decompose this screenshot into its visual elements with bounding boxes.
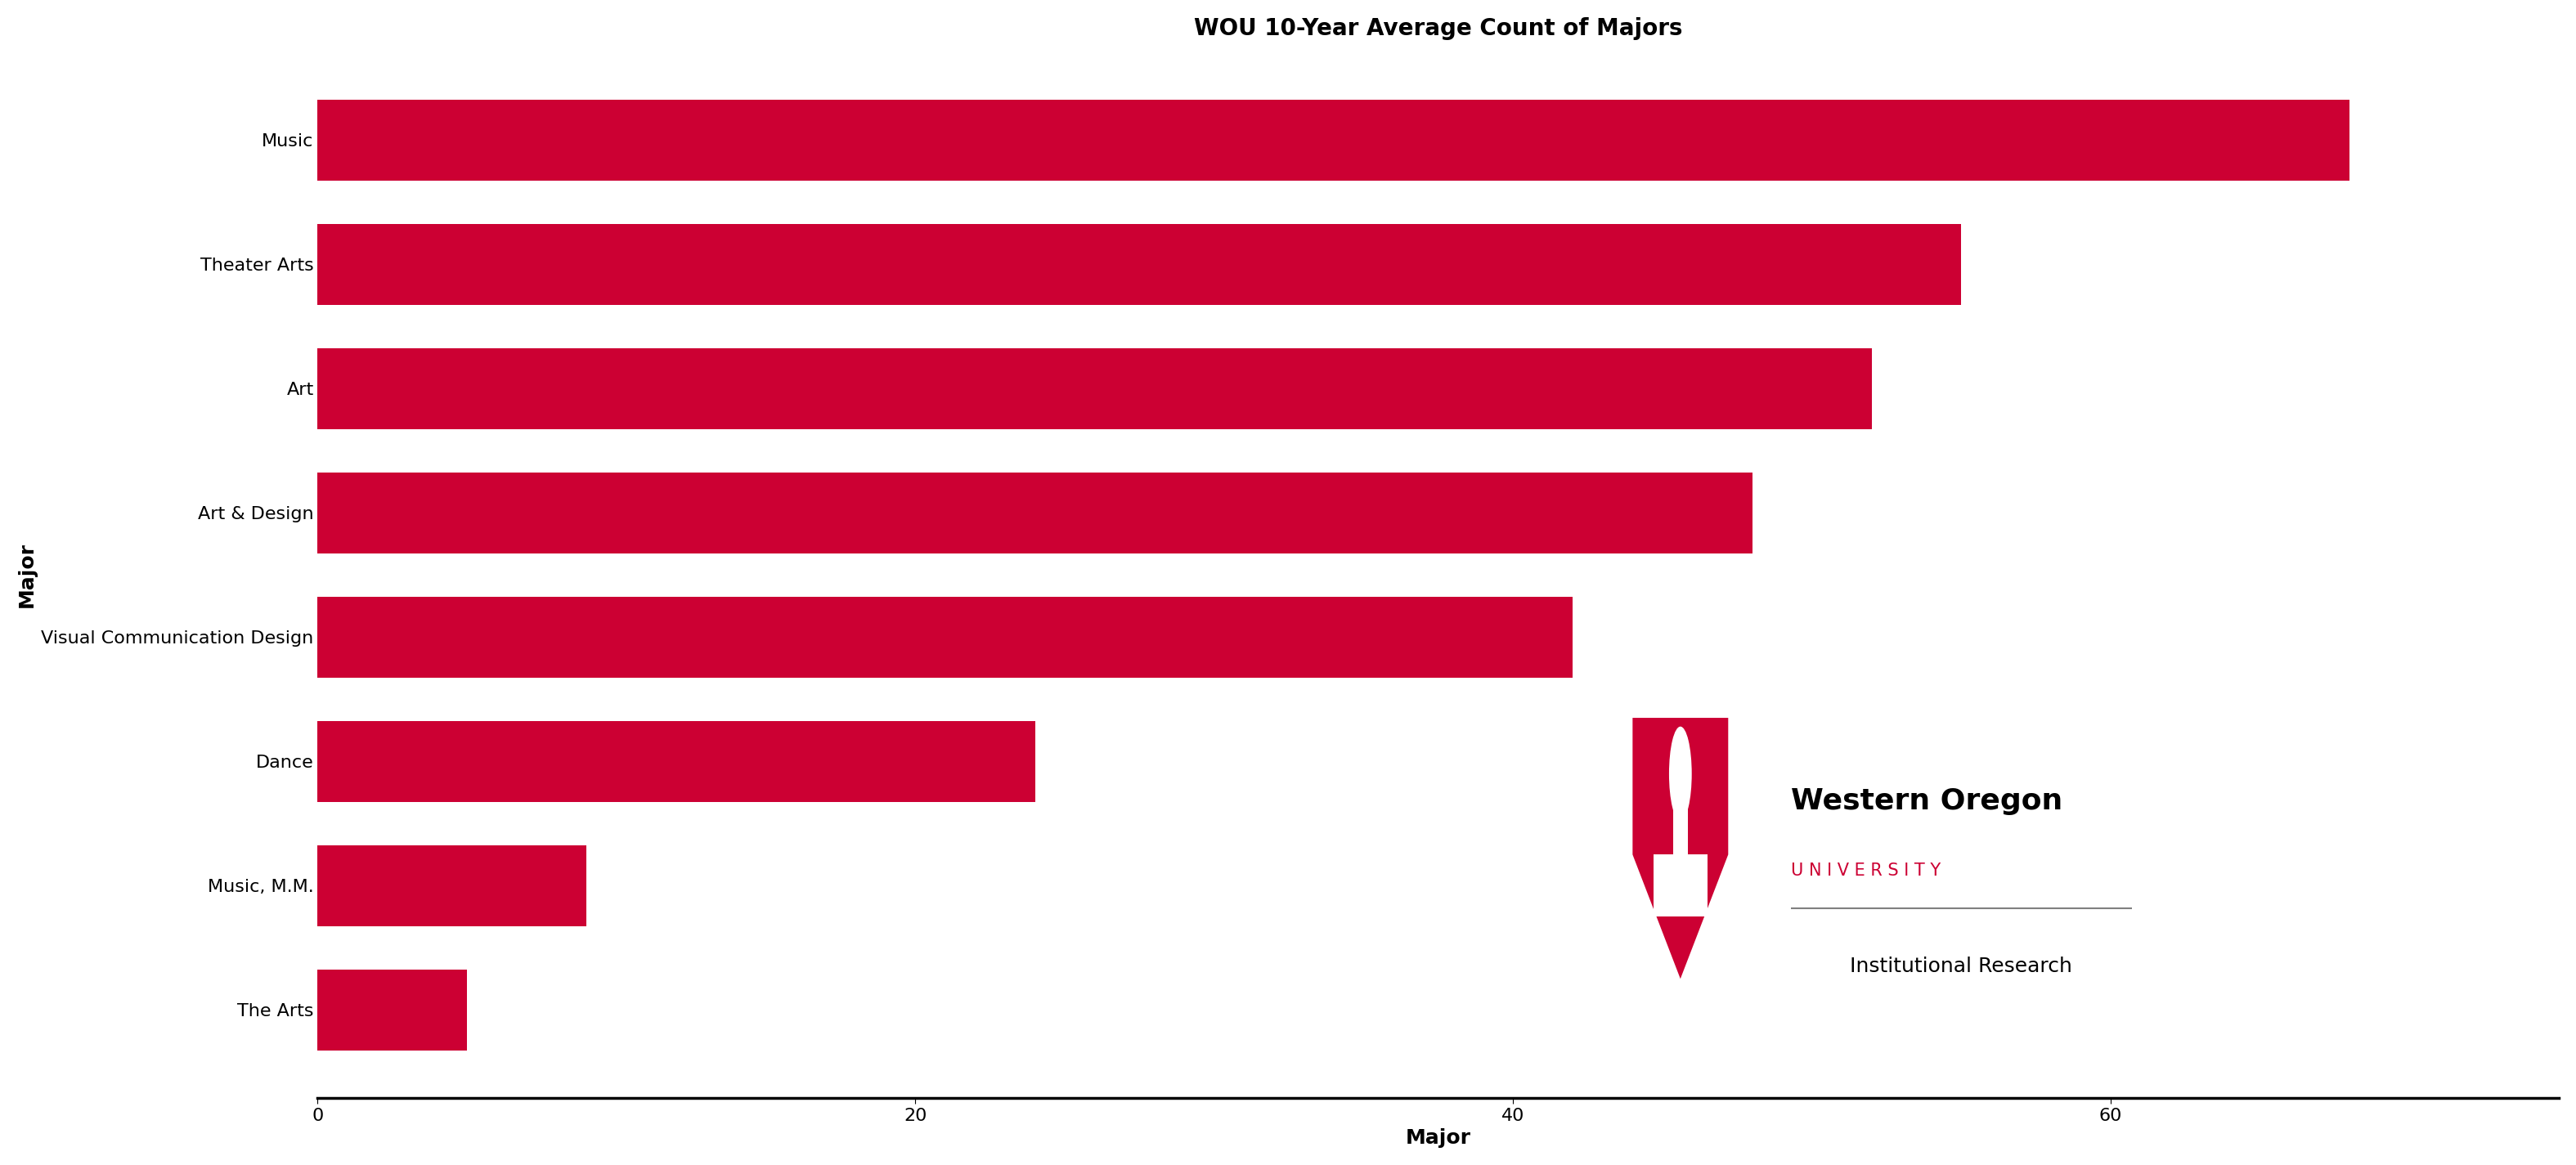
Polygon shape [1633,718,1728,979]
Bar [317,596,1574,678]
Text: Institutional Research: Institutional Research [1850,956,2074,976]
Bar [317,224,1960,304]
Bar [1654,855,1708,917]
X-axis label: Major: Major [1406,1129,1471,1148]
Bar [317,348,1873,429]
Text: U N I V E R S I T Y: U N I V E R S I T Y [1790,862,1940,878]
Title: WOU 10-Year Average Count of Majors: WOU 10-Year Average Count of Majors [1195,17,1682,40]
Bar [317,846,587,926]
Bar [317,472,1752,553]
Y-axis label: Major: Major [18,542,36,608]
Circle shape [1669,727,1692,821]
Text: Western Oregon: Western Oregon [1790,788,2063,816]
Bar [317,969,466,1051]
Bar [317,721,1036,802]
Bar [317,99,2349,181]
Bar [1672,768,1687,855]
